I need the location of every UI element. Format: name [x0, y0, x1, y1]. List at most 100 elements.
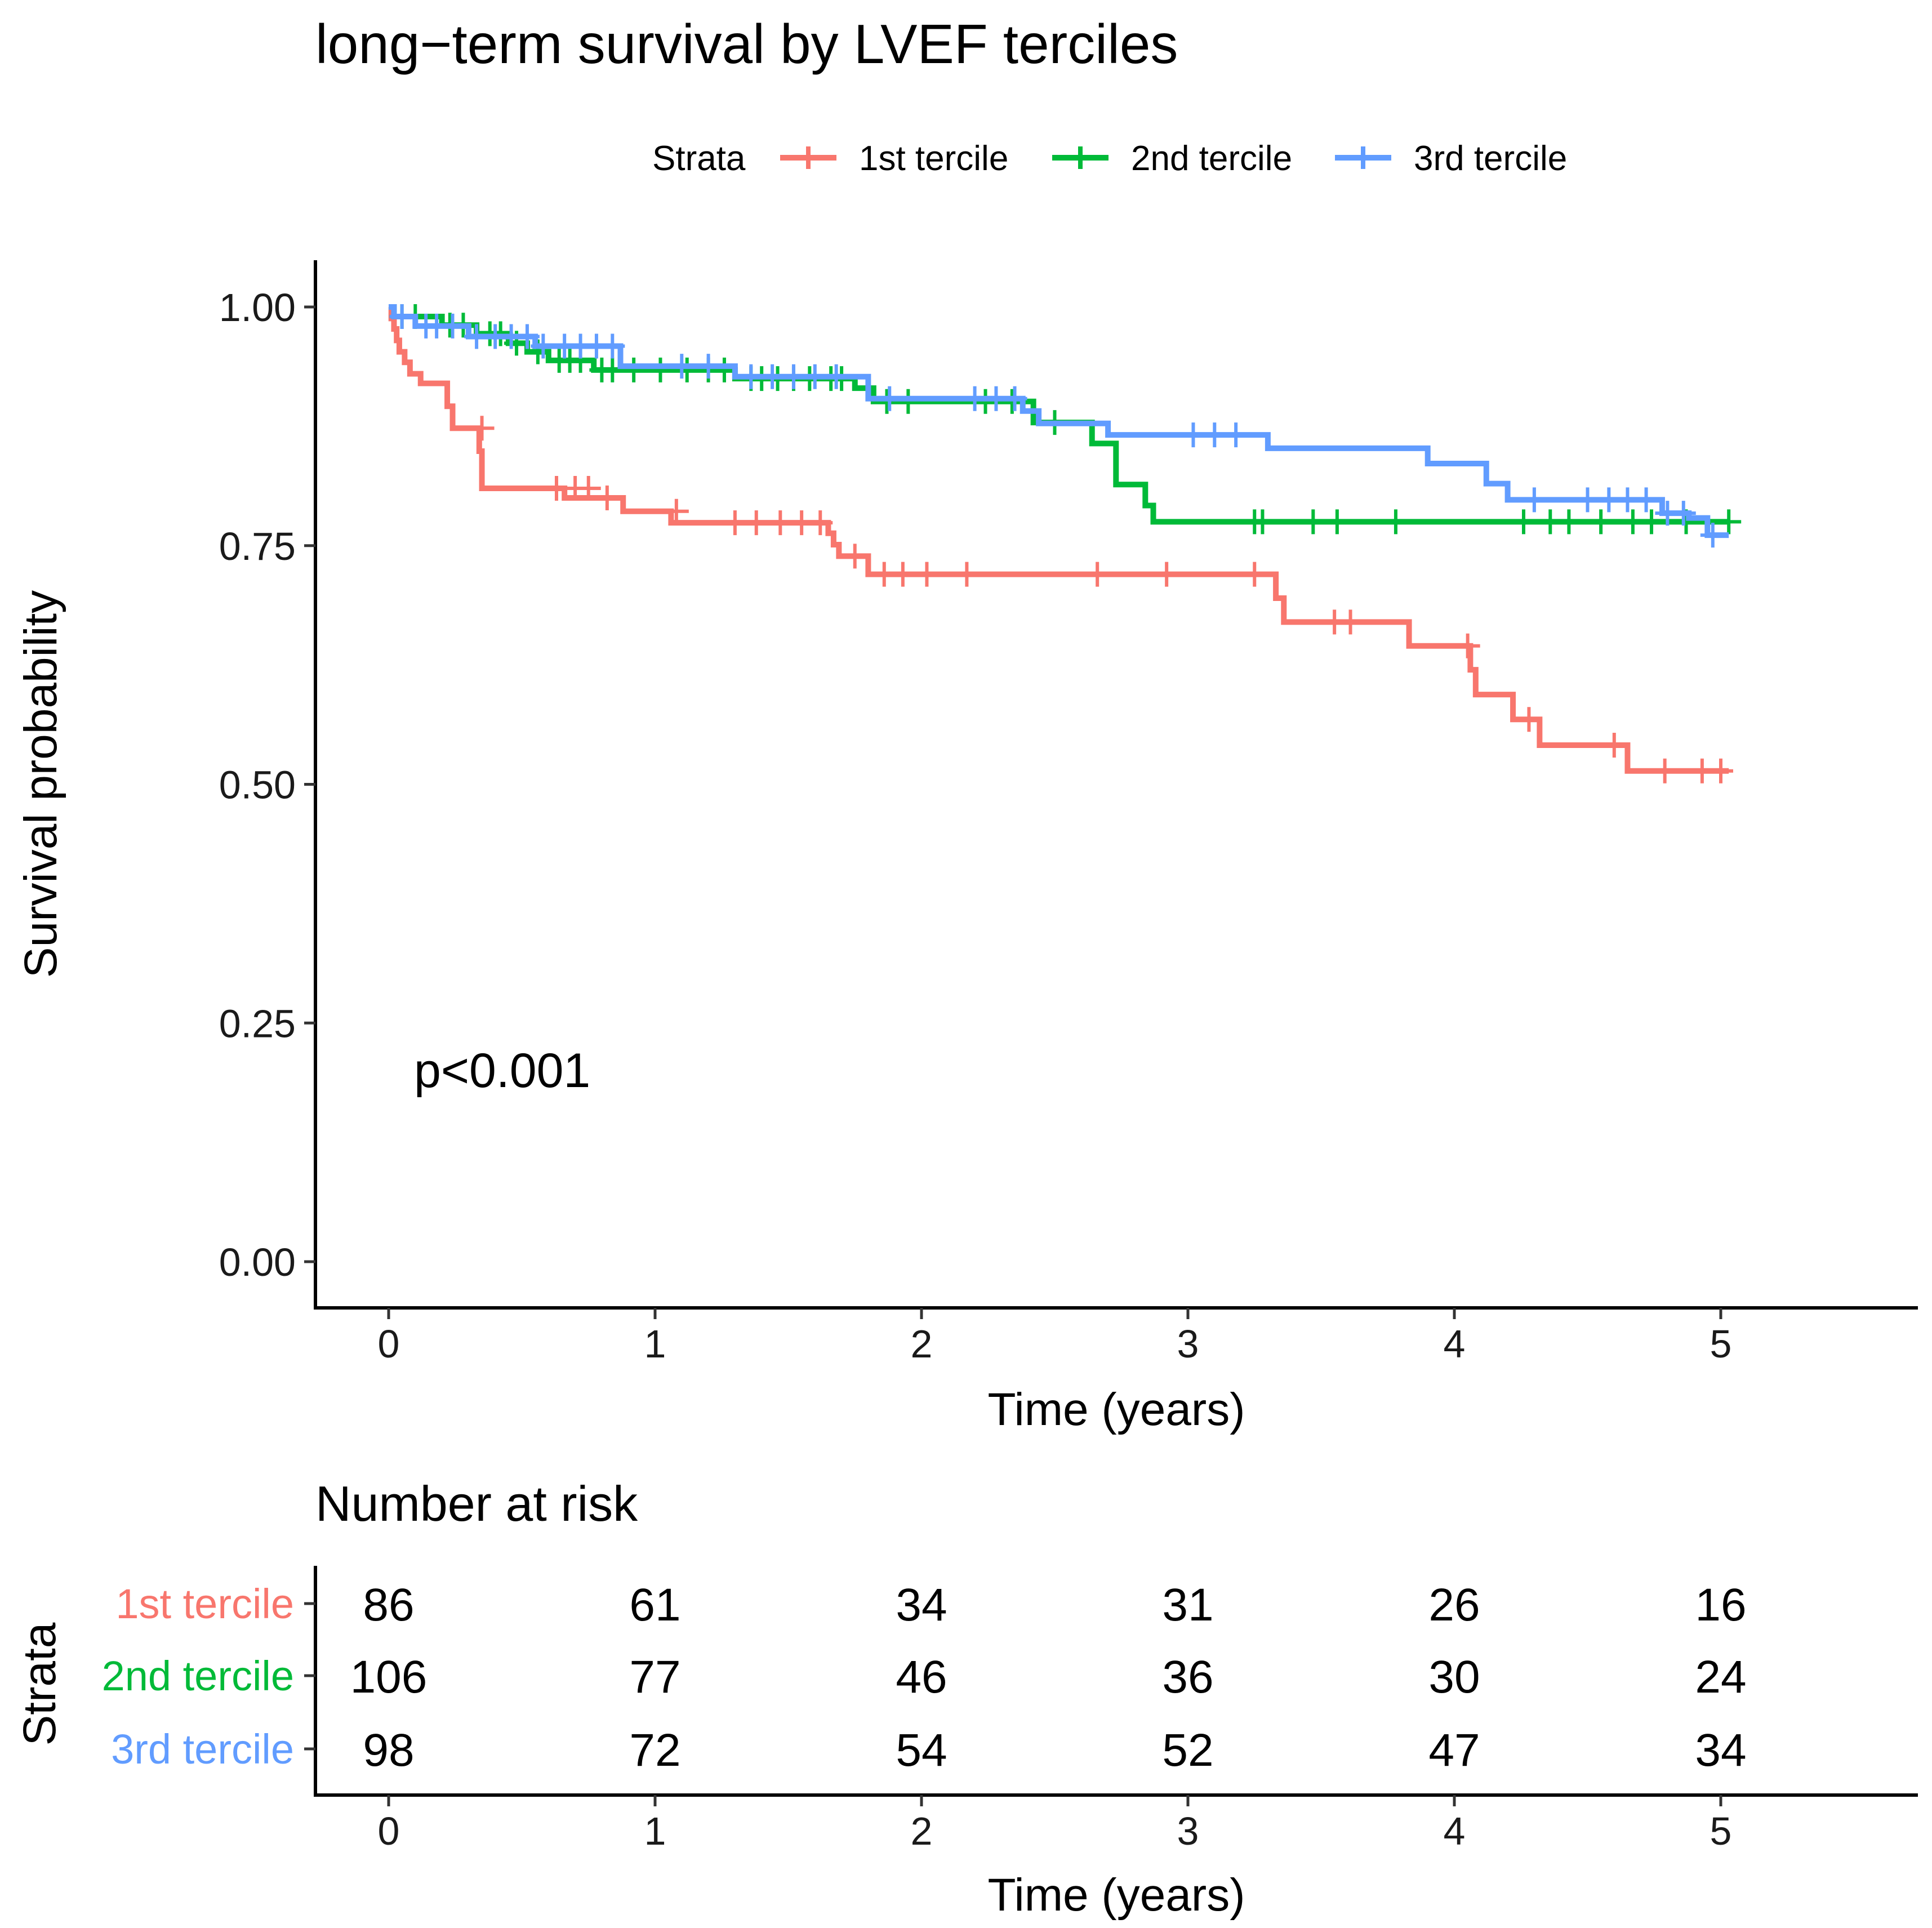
censor-mark	[760, 364, 785, 389]
risk-x-tick-label: 0	[378, 1809, 400, 1853]
censor-mark	[1324, 509, 1350, 535]
censor-mark	[1516, 707, 1542, 732]
x-tick-label: 3	[1177, 1322, 1199, 1366]
censor-mark	[514, 324, 540, 349]
censor-mark	[1588, 509, 1614, 535]
x-tick-label: 0	[378, 1322, 400, 1366]
risk-count: 34	[1695, 1725, 1746, 1776]
legend-item-1st-tercile: 1st tercile	[780, 139, 1008, 178]
risk-count: 36	[1162, 1651, 1213, 1703]
censor-mark	[531, 333, 556, 359]
censor-mark	[576, 476, 601, 501]
risk-y-axis-label: Strata	[14, 1622, 65, 1746]
survival-curve	[388, 304, 1729, 774]
risk-count: 26	[1428, 1579, 1480, 1631]
censor-mark	[440, 313, 465, 339]
series-3rd-tercile	[389, 304, 1729, 548]
legend-label: 2nd tercile	[1131, 139, 1292, 178]
risk-row-3rd-tercile: 3rd tercile 98 72 54 52 47 34	[111, 1725, 1747, 1776]
censor-mark	[1455, 633, 1480, 658]
censor-mark	[1154, 562, 1179, 587]
censor-mark	[1242, 562, 1267, 587]
risk-count: 24	[1695, 1651, 1746, 1703]
censor-mark	[896, 389, 921, 414]
y-tick-label: 0.25	[219, 1001, 296, 1045]
censor-mark	[744, 510, 769, 536]
censor-mark	[890, 562, 915, 587]
censor-mark	[1601, 733, 1627, 758]
risk-x-axis-label: Time (years)	[987, 1869, 1245, 1921]
censor-mark	[954, 562, 980, 587]
censor-mark	[1202, 422, 1227, 448]
censor-mark	[469, 416, 495, 441]
censor-mark	[823, 364, 849, 389]
censor-mark	[842, 544, 867, 569]
risk-row-label: 2nd tercile	[102, 1653, 294, 1699]
risk-count: 46	[896, 1651, 947, 1703]
censor-mark	[1671, 501, 1696, 526]
censor-mark	[1250, 509, 1275, 535]
censor-mark	[1639, 509, 1664, 535]
censor-mark	[1716, 509, 1742, 535]
censor-mark	[1223, 422, 1249, 448]
censor-mark	[1556, 509, 1582, 535]
censor-mark	[664, 498, 689, 524]
censor-mark	[1575, 487, 1600, 513]
censor-mark	[1633, 487, 1659, 513]
survival-curve	[389, 304, 1729, 538]
risk-row-label: 1st tercile	[115, 1580, 294, 1627]
risk-count: 47	[1428, 1725, 1480, 1776]
risk-count: 61	[629, 1579, 680, 1631]
censor-mark	[600, 333, 625, 359]
legend-title: Strata	[652, 139, 746, 178]
censor-mark	[600, 357, 625, 382]
legend: Strata 1st tercile 2nd tercile 3rd tercile	[652, 139, 1567, 178]
censor-mark	[1338, 609, 1363, 635]
censor-mark	[488, 321, 513, 346]
risk-row-1st-tercile: 1st tercile 86 61 34 31 26 16	[115, 1579, 1746, 1631]
censor-mark	[874, 389, 900, 414]
y-tick-label: 0.75	[219, 524, 296, 568]
legend-label: 1st tercile	[859, 139, 1008, 178]
x-tick-label: 2	[911, 1322, 933, 1366]
censor-mark	[1301, 509, 1326, 535]
risk-count: 30	[1428, 1651, 1480, 1703]
legend-label: 3rd tercile	[1414, 139, 1567, 178]
risk-count: 16	[1695, 1579, 1746, 1631]
y-tick-label: 1.00	[219, 286, 296, 330]
censor-mark	[1002, 386, 1027, 411]
plot-area: 0.00 0.25 0.50 0.75 1.00 0 1 2 3 4 5 p<0.001	[219, 260, 1918, 1366]
censor-mark	[1700, 523, 1725, 548]
risk-count: 72	[629, 1725, 680, 1776]
censor-mark	[781, 364, 806, 389]
risk-count: 52	[1162, 1725, 1213, 1776]
risk-count: 34	[896, 1579, 947, 1631]
legend-item-2nd-tercile: 2nd tercile	[1052, 139, 1292, 178]
censor-mark	[1181, 422, 1206, 448]
censor-mark	[1652, 758, 1677, 783]
censor-mark	[973, 389, 998, 414]
risk-x-tick-label: 4	[1444, 1809, 1466, 1853]
x-tick-label: 5	[1710, 1322, 1732, 1366]
x-tick-label: 4	[1444, 1322, 1466, 1366]
censor-mark	[768, 510, 793, 536]
legend-item-3rd-tercile: 3rd tercile	[1335, 139, 1567, 178]
risk-x-tick-label: 5	[1710, 1809, 1732, 1853]
censor-mark	[877, 386, 902, 411]
x-tick-label: 1	[644, 1322, 666, 1366]
risk-table: Number at risk 1st tercile 86 61 34 31 26 162n…	[14, 1476, 1918, 1921]
p-value-annotation: p<0.001	[414, 1044, 590, 1098]
risk-row-2nd-tercile: 2nd tercile 106 77 46 36 30 24	[102, 1651, 1747, 1703]
risk-count: 54	[896, 1725, 947, 1776]
censor-mark	[621, 357, 647, 382]
chart-title: long−term survival by LVEF terciles	[315, 13, 1178, 75]
censor-mark	[1383, 509, 1408, 535]
censor-mark	[802, 364, 827, 389]
risk-x-tick-label: 3	[1177, 1809, 1199, 1853]
censor-mark	[389, 304, 415, 329]
censor-mark	[1708, 758, 1733, 783]
censor-mark	[1511, 509, 1536, 535]
y-tick-label: 0.50	[219, 763, 296, 807]
censor-mark	[914, 562, 940, 587]
censor-mark	[1521, 487, 1547, 513]
